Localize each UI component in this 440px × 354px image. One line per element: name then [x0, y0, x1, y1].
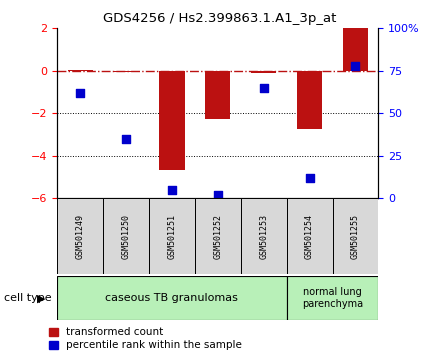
- Legend: transformed count, percentile rank within the sample: transformed count, percentile rank withi…: [49, 327, 242, 350]
- Text: GSM501253: GSM501253: [259, 214, 268, 259]
- Text: normal lung
parenchyma: normal lung parenchyma: [302, 287, 363, 309]
- Bar: [195, 198, 241, 274]
- Point: [306, 175, 313, 181]
- Text: GSM501251: GSM501251: [167, 214, 176, 259]
- Text: GSM501249: GSM501249: [76, 214, 84, 259]
- Text: GSM501254: GSM501254: [305, 214, 314, 259]
- Bar: [57, 276, 286, 320]
- Bar: [149, 198, 195, 274]
- Text: GDS4256 / Hs2.399863.1.A1_3p_at: GDS4256 / Hs2.399863.1.A1_3p_at: [103, 12, 337, 25]
- Bar: [286, 198, 333, 274]
- Bar: [343, 28, 368, 71]
- Bar: [114, 71, 139, 72]
- Bar: [103, 198, 149, 274]
- Point: [169, 187, 176, 193]
- Text: GSM501255: GSM501255: [351, 214, 360, 259]
- Point: [352, 63, 359, 69]
- Point: [260, 85, 267, 91]
- Bar: [286, 276, 378, 320]
- Bar: [57, 198, 103, 274]
- Bar: [205, 71, 231, 119]
- Text: caseous TB granulomas: caseous TB granulomas: [106, 293, 238, 303]
- Bar: [159, 71, 184, 170]
- Text: GSM501250: GSM501250: [121, 214, 131, 259]
- Text: ▶: ▶: [37, 293, 45, 303]
- Bar: [67, 70, 93, 71]
- Point: [122, 136, 129, 142]
- Bar: [333, 198, 378, 274]
- Text: cell type: cell type: [4, 293, 52, 303]
- Bar: [297, 71, 322, 129]
- Point: [77, 90, 84, 96]
- Text: GSM501252: GSM501252: [213, 214, 222, 259]
- Bar: [251, 71, 276, 73]
- Point: [214, 192, 221, 198]
- Bar: [241, 198, 286, 274]
